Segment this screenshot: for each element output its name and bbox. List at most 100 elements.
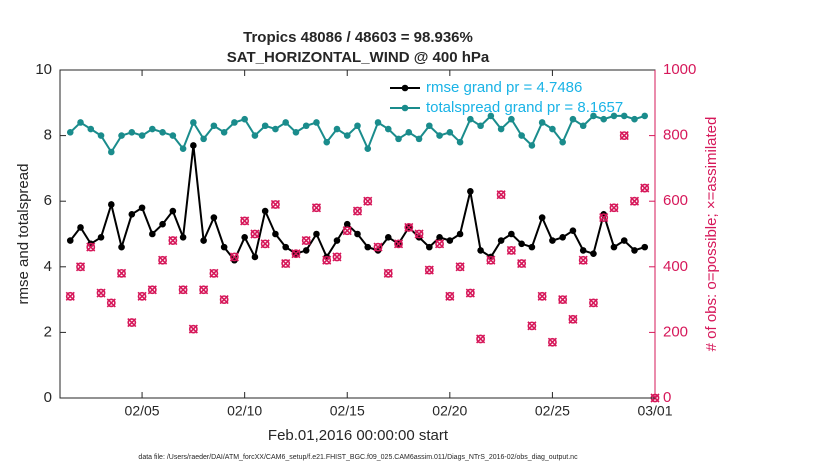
data-point: [446, 129, 454, 136]
obs-possible-marker: [435, 239, 444, 249]
obs-possible-marker: [219, 295, 229, 304]
obs-possible-marker: [86, 242, 96, 252]
y2-tick-label: 200: [663, 323, 688, 340]
data-point: [456, 230, 464, 238]
obs-assimilated-marker: [629, 196, 640, 206]
data-point: [241, 233, 248, 241]
y-tick-label: 10: [35, 61, 52, 78]
obs-assimilated-marker: [209, 268, 219, 278]
data-point: [159, 129, 166, 136]
obs-assimilated-marker: [342, 226, 352, 236]
data-point: [528, 243, 536, 251]
obs-assimilated-marker: [301, 235, 311, 246]
data-point: [631, 247, 638, 254]
x-tick-label: 02/15: [330, 403, 365, 419]
obs-assimilated-marker: [250, 229, 260, 239]
data-point: [405, 129, 413, 136]
data-point: [251, 132, 259, 139]
obs-assimilated-marker: [219, 295, 229, 305]
data-point: [467, 115, 474, 123]
x-axis-label: Feb.01,2016 00:00:00 start: [268, 427, 449, 444]
data-point: [200, 135, 207, 143]
data-point: [220, 129, 228, 136]
obs-possible-marker: [630, 196, 639, 206]
data-point: [436, 233, 443, 241]
obs-possible-marker: [465, 288, 475, 298]
y2-tick-label: 0: [663, 389, 671, 406]
obs-possible-marker: [250, 229, 260, 239]
obs-possible-marker: [424, 265, 434, 275]
obs-assimilated-marker: [619, 131, 629, 141]
obs-possible-marker: [301, 236, 311, 245]
obs-assimilated-marker: [517, 258, 527, 269]
obs-possible-marker: [312, 203, 321, 213]
chart-title: Tropics 48086 / 48603 = 98.936%: [243, 29, 473, 46]
y-tick-label: 2: [44, 323, 52, 340]
obs-possible-marker: [271, 200, 280, 209]
obs-possible-marker: [199, 285, 209, 295]
obs-possible-marker: [106, 298, 116, 308]
obs-possible-marker: [558, 295, 568, 304]
obs-possible-marker: [260, 239, 270, 249]
data-point: [118, 243, 125, 251]
data-point: [467, 188, 474, 195]
y2-tick-label: 400: [663, 258, 688, 275]
obs-assimilated-marker: [588, 298, 599, 308]
chart-subtitle: SAT_HORIZONTAL_WIND @ 400 hPa: [227, 49, 490, 66]
obs-possible-marker: [394, 239, 403, 249]
obs-assimilated-marker: [568, 314, 578, 324]
obs-possible-marker: [527, 321, 537, 331]
x-tick-label: 02/25: [535, 403, 570, 419]
data-point: [333, 125, 341, 133]
data-point: [518, 240, 525, 248]
obs-assimilated-marker: [270, 199, 280, 210]
data-point: [107, 201, 115, 208]
obs-assimilated-marker: [527, 321, 537, 331]
data-point: [579, 247, 587, 254]
legend-marker: [401, 84, 409, 92]
data-point: [190, 142, 197, 149]
legend-label: rmse grand pr = 4.7486: [426, 79, 582, 96]
y-tick-label: 8: [44, 127, 52, 144]
obs-possible-marker: [537, 291, 547, 301]
obs-assimilated-marker: [188, 324, 198, 334]
data-point: [528, 142, 536, 149]
data-point: [179, 145, 187, 153]
data-point: [261, 207, 269, 215]
data-point: [302, 247, 310, 254]
data-point: [66, 237, 74, 244]
obs-possible-marker: [476, 334, 486, 344]
obs-assimilated-marker: [404, 222, 414, 233]
obs-possible-marker: [332, 252, 342, 262]
obs-assimilated-marker: [373, 242, 383, 252]
obs-possible-marker: [117, 268, 126, 278]
obs-possible-marker: [548, 337, 557, 347]
data-point: [272, 125, 279, 133]
obs-assimilated-marker: [96, 288, 106, 298]
obs-possible-marker: [589, 298, 598, 308]
obs-possible-marker: [65, 291, 75, 301]
data-point: [97, 132, 105, 139]
obs-assimilated-marker: [599, 213, 609, 223]
obs-possible-marker: [373, 242, 383, 252]
obs-possible-marker: [568, 314, 578, 324]
data-point: [538, 214, 546, 221]
y2-tick-label: 600: [663, 192, 688, 209]
data-point: [456, 138, 464, 146]
data-point: [620, 112, 628, 120]
obs-possible-marker: [353, 206, 362, 216]
obs-assimilated-marker: [147, 285, 157, 295]
obs-assimilated-marker: [547, 337, 557, 347]
data-point: [600, 115, 608, 123]
data-point: [518, 132, 525, 139]
obs-assimilated-marker: [393, 239, 404, 249]
obs-possible-marker: [240, 216, 250, 226]
obs-assimilated-marker: [322, 255, 332, 265]
obs-assimilated-marker: [414, 229, 424, 239]
obs-possible-marker: [506, 245, 516, 255]
data-point: [282, 119, 289, 126]
obs-possible-marker: [383, 268, 393, 278]
obs-possible-marker: [363, 196, 373, 206]
obs-possible-marker: [147, 285, 157, 295]
obs-assimilated-marker: [363, 196, 373, 206]
